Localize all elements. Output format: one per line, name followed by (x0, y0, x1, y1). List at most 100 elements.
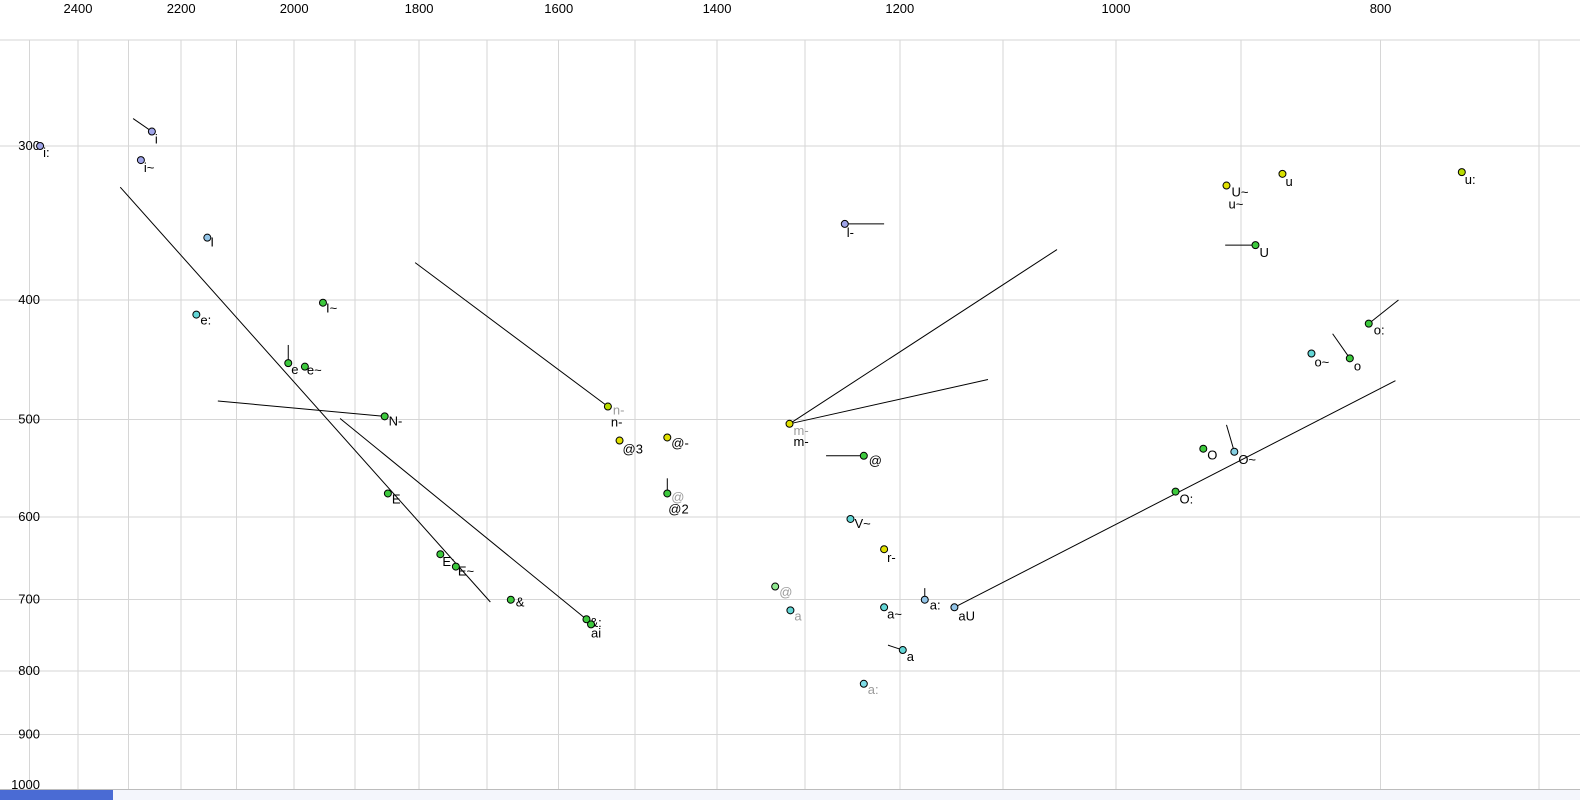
point-label: aU (958, 608, 975, 623)
data-point-[interactable] (771, 582, 780, 591)
point-label: & (516, 595, 525, 610)
point-label: m- (794, 423, 809, 438)
data-point-[interactable] (663, 433, 672, 442)
point-label: e (291, 362, 298, 377)
point-label: l- (847, 225, 854, 240)
point-label: i (155, 132, 158, 147)
x-tick-label: 1400 (703, 1, 732, 16)
data-point-E[interactable] (383, 489, 392, 498)
point-label: u (1285, 174, 1292, 189)
data-point-a[interactable] (859, 679, 868, 688)
data-point-u[interactable] (1278, 169, 1287, 178)
point-label: o~ (1314, 355, 1329, 370)
x-tick-label: 1800 (405, 1, 434, 16)
data-point-o[interactable] (1307, 349, 1316, 358)
data-point-i[interactable] (36, 142, 45, 150)
data-point-3[interactable] (615, 436, 624, 445)
point-label: E~ (458, 564, 475, 579)
point-label: U~ (1231, 185, 1248, 200)
data-point-a[interactable] (920, 595, 929, 604)
data-point-ai[interactable] (587, 620, 596, 629)
y-tick-label: 800 (18, 663, 40, 678)
point-label: n- (613, 403, 625, 418)
point-label: e~ (307, 363, 322, 378)
y-tick-label: 600 (18, 509, 40, 524)
point-label: a (794, 608, 802, 623)
data-point-r[interactable] (880, 545, 889, 554)
data-point-aU[interactable] (950, 603, 959, 612)
point-label: O (1207, 448, 1217, 463)
x-tick-label: 1000 (1102, 1, 1131, 16)
point-label: N- (389, 413, 403, 428)
data-point-[interactable] (582, 615, 591, 624)
data-point-O[interactable] (1171, 487, 1180, 496)
data-point-e[interactable] (300, 362, 309, 371)
point-label: @3 (623, 442, 643, 457)
x-tick-label: 1600 (544, 1, 573, 16)
point-label: o: (1374, 323, 1385, 338)
data-point-a[interactable] (786, 606, 795, 615)
data-point-m[interactable] (785, 419, 794, 428)
trajectory-segment (339, 418, 588, 621)
data-point-[interactable] (663, 489, 672, 498)
y-tick-label: 500 (18, 412, 40, 427)
x-tick-label: 800 (1370, 1, 1392, 16)
data-point-O[interactable] (1230, 447, 1239, 456)
data-point-o[interactable] (1364, 319, 1373, 328)
point-label: m- (794, 434, 809, 449)
y-tick-label: 400 (18, 292, 40, 307)
y-tick-label: 700 (18, 592, 40, 607)
data-point-[interactable] (859, 451, 868, 460)
x-tick-label: 2000 (280, 1, 309, 16)
data-point-O[interactable] (1199, 444, 1208, 453)
scrollbar-thumb[interactable] (0, 790, 113, 800)
data-point-n[interactable] (603, 402, 612, 411)
data-point-e[interactable] (192, 310, 201, 319)
point-label: a: (930, 598, 941, 613)
data-point-E[interactable] (436, 550, 445, 559)
point-label: V~ (854, 516, 871, 531)
point-label: O~ (1238, 452, 1256, 467)
data-point-i[interactable] (136, 156, 145, 165)
data-point-a[interactable] (898, 646, 907, 655)
point-label: E: (442, 554, 454, 569)
data-point-o[interactable] (1345, 354, 1354, 363)
data-point-I[interactable] (318, 298, 327, 307)
point-label: n- (611, 415, 623, 430)
horizontal-scrollbar[interactable] (0, 789, 1580, 800)
point-label: @ (779, 585, 792, 600)
data-point-[interactable] (506, 595, 515, 604)
point-label: I (210, 235, 214, 250)
trajectory-segment (414, 262, 609, 407)
point-label: @- (671, 435, 689, 450)
data-point-e[interactable] (284, 359, 293, 368)
data-point-a[interactable] (880, 603, 889, 612)
trajectory-segment (1368, 299, 1399, 325)
data-point-I[interactable] (203, 233, 212, 242)
point-label: a~ (887, 606, 902, 621)
point-label: U (1259, 245, 1268, 260)
data-point-U[interactable] (1251, 241, 1260, 250)
data-point-u[interactable] (1457, 168, 1466, 177)
point-label: E (392, 491, 401, 506)
data-point-l[interactable] (840, 219, 849, 228)
point-label: i~ (144, 160, 155, 175)
y-tick-label: 300 (18, 138, 40, 153)
point-label: ai (591, 625, 601, 640)
trajectory-segment (217, 400, 385, 417)
point-label: @2 (668, 501, 688, 516)
data-point-V[interactable] (846, 514, 855, 523)
data-point-E[interactable] (451, 562, 460, 571)
data-point-U[interactable] (1222, 181, 1231, 190)
trajectory-segment (789, 379, 989, 425)
trajectory-segment (1226, 424, 1235, 452)
trajectory-segment (789, 249, 1058, 425)
data-point-i[interactable] (147, 127, 156, 136)
point-label: u: (1465, 172, 1476, 187)
x-tick-label: 1200 (885, 1, 914, 16)
point-label: r- (887, 550, 896, 565)
point-label: e: (200, 313, 211, 328)
data-point-N[interactable] (380, 412, 389, 421)
